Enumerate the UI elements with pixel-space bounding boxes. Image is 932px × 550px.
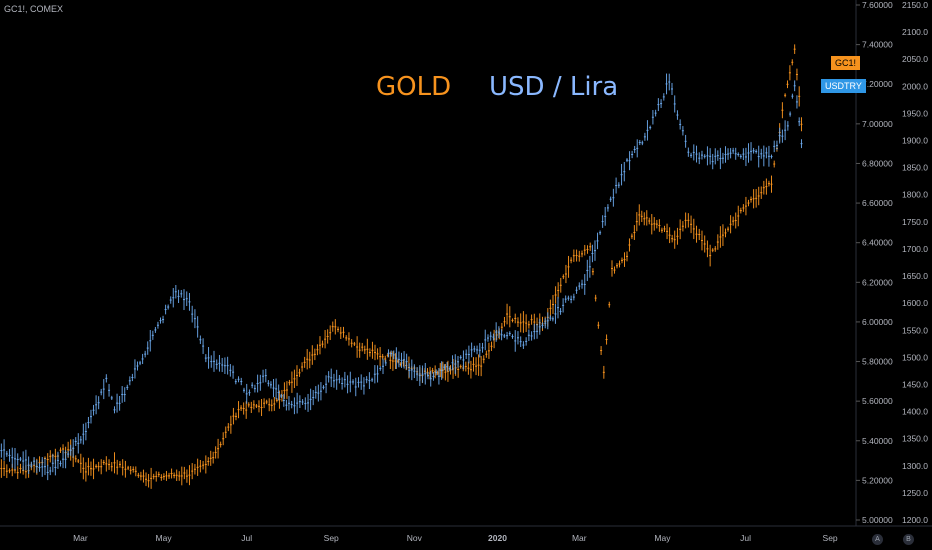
gold-annotation: GOLD [376,72,452,102]
x-tick-label-0: Mar [73,533,88,543]
gc-tick-label-3: 1350.0 [902,434,928,444]
gc-tick-label-19: 2150.0 [902,0,928,10]
x-tick-label-9: Sep [823,533,838,543]
gc-price-tag: GC1! [831,56,861,70]
x-tick-label-7: May [654,533,671,543]
usdtry-tick-label-2: 5.40000 [862,436,893,446]
gc-tick-label-16: 2000.0 [902,81,928,91]
auto-scale-button[interactable]: A [872,534,883,545]
gc-tick-label-13: 1850.0 [902,163,928,173]
usdtry-tick-label-9: 6.80000 [862,158,893,168]
x-tick-label-8: Jul [740,533,751,543]
x-tick-label-1: May [156,533,173,543]
usdtry-tick-label-7: 6.40000 [862,238,893,248]
x-tick-label-5: 2020 [488,533,507,543]
usdtry-tick-label-1: 5.20000 [862,475,893,485]
gc-tick-label-14: 1900.0 [902,136,928,146]
gc-tick-label-18: 2100.0 [902,27,928,37]
usdtry-tick-label-0: 5.00000 [862,515,893,525]
usdtry-tick-label-11: 7.20000 [862,79,893,89]
gc-tick-label-1: 1250.0 [902,488,928,498]
usdtry-tick-label-3: 5.60000 [862,396,893,406]
usdtry-price-tag: USDTRY [821,79,866,93]
usdtry-tick-label-13: 7.60000 [862,0,893,10]
gc-tick-label-4: 1400.0 [902,407,928,417]
usd-lira-annotation: USD / Lira [489,72,619,102]
x-tick-label-4: Nov [407,533,423,543]
gc-tick-label-5: 1450.0 [902,379,928,389]
gc-tick-label-2: 1300.0 [902,461,928,471]
gc-tick-label-15: 1950.0 [902,108,928,118]
usdtry-tick-label-5: 6.00000 [862,317,893,327]
x-tick-label-6: Mar [572,533,587,543]
gc-tick-label-11: 1750.0 [902,217,928,227]
log-scale-button[interactable]: B [903,534,914,545]
gc-tick-label-0: 1200.0 [902,515,928,525]
gc-tick-label-9: 1650.0 [902,271,928,281]
usdtry-tick-label-4: 5.80000 [862,357,893,367]
gc-tick-label-10: 1700.0 [902,244,928,254]
gc-tick-label-17: 2050.0 [902,54,928,64]
usdtry-tick-label-6: 6.20000 [862,277,893,287]
gc-tick-label-12: 1800.0 [902,190,928,200]
gc-tick-label-8: 1600.0 [902,298,928,308]
usdtry-tick-label-8: 6.60000 [862,198,893,208]
x-tick-label-2: Jul [241,533,252,543]
gc-tick-label-6: 1500.0 [902,352,928,362]
x-tick-label-3: Sep [324,533,339,543]
gc-tick-label-7: 1550.0 [902,325,928,335]
symbol-label: GC1!, COMEX [4,4,64,14]
usdtry-tick-label-12: 7.40000 [862,40,893,50]
usdtry-tick-label-10: 7.00000 [862,119,893,129]
